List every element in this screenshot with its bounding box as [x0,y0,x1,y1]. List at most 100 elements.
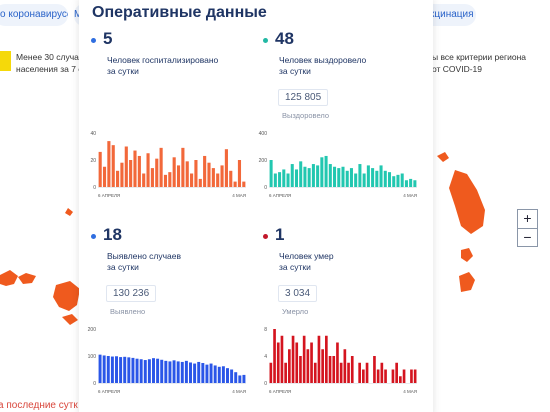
chart-bar[interactable] [110,356,114,383]
chart-bar[interactable] [350,356,354,383]
chart-bar[interactable] [172,157,176,187]
chart-bar[interactable] [238,375,242,383]
chart-bar[interactable] [168,361,172,383]
chart-bar[interactable] [290,164,294,187]
chart-bar[interactable] [376,369,380,384]
chart-bar[interactable] [362,173,366,188]
chart-bar[interactable] [119,357,123,383]
chart-bar[interactable] [205,364,209,383]
chart-bar[interactable] [213,365,217,383]
chart-bar[interactable] [172,360,176,383]
chart-bar[interactable] [276,342,280,384]
chart-bar[interactable] [413,369,417,384]
chart-bar[interactable] [176,165,181,187]
chart-bar[interactable] [216,173,220,188]
chart-bar[interactable] [180,361,184,383]
map-region-west[interactable] [0,205,82,325]
chart-bar[interactable] [343,349,347,383]
chart-bar[interactable] [295,342,299,384]
chart-bar[interactable] [164,360,168,383]
chart-bar[interactable] [273,329,276,383]
chart-bar[interactable] [143,360,147,383]
chart-bar[interactable] [307,168,311,187]
chart-bar[interactable] [106,356,110,383]
chart-bar[interactable] [302,335,306,383]
chart-bar[interactable] [98,151,102,187]
chart-bar[interactable] [107,141,111,187]
chart-bar[interactable] [190,173,194,188]
chart-bar[interactable] [354,173,358,188]
chart-bar[interactable] [400,173,404,188]
chart-bar[interactable] [185,161,189,187]
chart-bar[interactable] [366,165,370,187]
chart-bar[interactable] [299,356,302,383]
chart-bar[interactable] [347,362,350,383]
chart-bar[interactable] [365,362,369,383]
filter-pill-vaccination[interactable]: кцинация ▾ [422,4,476,26]
chart-bar[interactable] [201,363,205,383]
chart-bar[interactable] [339,362,343,383]
chart-bar[interactable] [197,361,201,383]
chart-bar[interactable] [127,357,131,383]
chart-bar[interactable] [333,166,337,187]
chart-bar[interactable] [181,147,185,187]
chart-bar[interactable] [146,153,150,187]
chart-bar[interactable] [336,342,339,384]
chart-bar[interactable] [399,376,402,383]
chart-bar[interactable] [303,166,307,187]
chart-bar[interactable] [111,145,115,187]
chart-bar[interactable] [396,174,400,187]
chart-bar[interactable] [311,164,315,187]
chart-bar[interactable] [152,358,155,383]
chart-bar[interactable] [155,158,159,187]
chart-bar[interactable] [269,160,273,187]
last-day-link[interactable]: а последние сутк [0,400,78,411]
chart-bar[interactable] [320,157,324,187]
chart-bar[interactable] [207,162,211,187]
chart-bar[interactable] [194,160,198,187]
chart-bar[interactable] [98,354,102,383]
chart-bar[interactable] [237,160,242,187]
chart-bar[interactable] [120,162,124,187]
chart-bar[interactable] [221,366,225,383]
chart-bar[interactable] [358,164,362,187]
chart-bar[interactable] [409,178,413,187]
chart-bar[interactable] [349,168,353,187]
chart-bar[interactable] [123,356,127,383]
chart-bar[interactable] [291,335,295,383]
chart-bar[interactable] [316,165,320,187]
chart-bar[interactable] [380,362,384,383]
chart-bar[interactable] [124,146,128,188]
chart-bar[interactable] [273,173,277,188]
chart-bar[interactable] [384,369,387,384]
chart-bar[interactable] [224,149,228,187]
chart-bar[interactable] [395,362,398,383]
chart-bar[interactable] [328,356,332,383]
chart-bar[interactable] [189,362,192,383]
chart-bar[interactable] [176,361,180,383]
chart-bar[interactable] [286,173,290,188]
chart-bar[interactable] [102,355,106,383]
chart-bar[interactable] [234,372,238,383]
chart-bar[interactable] [133,150,137,187]
chart-bar[interactable] [142,173,146,188]
chart-bar[interactable] [242,374,246,383]
chart-bar[interactable] [229,170,233,187]
chart-bar[interactable] [156,358,160,383]
filter-pill-coronavirus[interactable]: о коронавирусе ▾ [0,4,68,26]
chart-bar[interactable] [137,155,141,187]
map-region-east[interactable] [433,150,513,300]
chart-bar[interactable] [410,369,413,384]
chart-bar[interactable] [282,169,286,187]
chart-bar[interactable] [233,181,237,187]
chart-bar[interactable] [288,349,291,383]
chart-bar[interactable] [310,342,313,384]
chart-bar[interactable] [294,169,298,187]
chart-bar[interactable] [129,160,133,187]
chart-bar[interactable] [131,357,135,383]
chart-bar[interactable] [226,368,229,383]
chart-bar[interactable] [217,366,221,383]
chart-bar[interactable] [159,147,163,187]
chart-bar[interactable] [211,168,215,187]
zoom-out-button[interactable]: − [518,228,537,246]
